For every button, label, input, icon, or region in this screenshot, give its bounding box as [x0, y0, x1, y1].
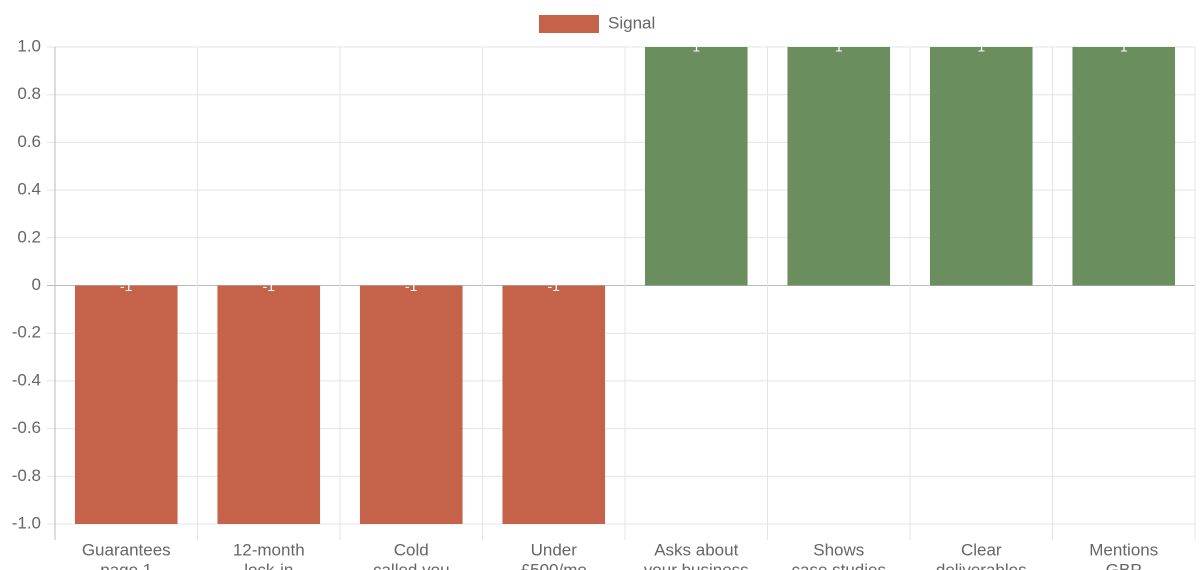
x-tick-label: case studies	[792, 560, 887, 570]
x-tick-label: your business	[644, 560, 749, 570]
y-tick-label: -0.2	[12, 323, 41, 342]
x-tick-label: GBP	[1106, 560, 1142, 570]
y-tick-label: 0.6	[17, 132, 41, 151]
value-label: -1	[548, 278, 561, 294]
value-label: 1	[977, 39, 985, 55]
x-tick-label: Shows	[813, 540, 864, 559]
value-label: -1	[405, 278, 418, 294]
y-tick-label: 1.0	[17, 36, 41, 55]
y-tick-label: -0.8	[12, 466, 41, 485]
legend-label: Signal	[608, 13, 655, 32]
bar	[644, 47, 748, 286]
x-tick-label: page 1	[100, 560, 152, 570]
y-tick-label: -1.0	[12, 513, 41, 532]
value-label: 1	[692, 39, 700, 55]
x-tick-label: deliverables	[936, 560, 1027, 570]
bar	[74, 285, 178, 524]
bar	[787, 47, 891, 286]
bar	[217, 285, 321, 524]
value-label: 1	[1120, 39, 1128, 55]
x-tick-label: 12-month	[233, 540, 305, 559]
x-tick-label: Clear	[961, 540, 1002, 559]
value-label: 1	[835, 39, 843, 55]
x-tick-label: called you	[373, 560, 450, 570]
bar	[502, 285, 606, 524]
x-tick-label: Asks about	[654, 540, 738, 559]
value-label: -1	[263, 278, 276, 294]
x-tick-label: Cold	[394, 540, 429, 559]
x-tick-label: £500/mo	[521, 560, 587, 570]
value-label: -1	[120, 278, 133, 294]
bar	[1072, 47, 1176, 286]
y-tick-label: -0.6	[12, 418, 41, 437]
x-tick-label: lock-in	[244, 560, 293, 570]
y-tick-label: 0.8	[17, 84, 41, 103]
y-tick-label: 0	[32, 275, 41, 294]
y-tick-label: 0.2	[17, 227, 41, 246]
y-tick-label: -0.4	[12, 370, 41, 389]
y-tick-label: 0.4	[17, 180, 41, 199]
x-tick-label: Under	[531, 540, 578, 559]
x-tick-label: Mentions	[1089, 540, 1158, 559]
x-tick-label: Guarantees	[82, 540, 171, 559]
legend-swatch	[539, 15, 599, 33]
bar	[359, 285, 463, 524]
bar	[929, 47, 1033, 286]
